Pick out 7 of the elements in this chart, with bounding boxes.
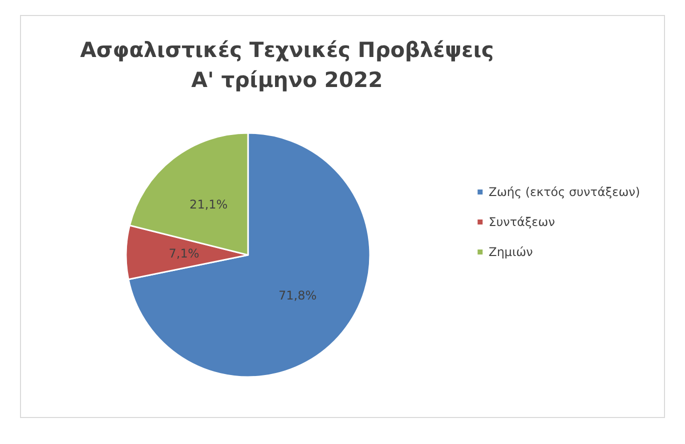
data-label: 71,8% [278,288,317,302]
legend-label: Ζωής (εκτός συντάξεων) [488,185,640,199]
data-label: 21,1% [190,198,228,212]
data-label: 7,1% [168,246,200,261]
legend-label: Συντάξεων [488,215,556,229]
chart-title: Ασφαλιστικές Τεχνικές Προβλέψεις Α' τρίμηνο 2022 [80,38,494,92]
legend-label: Ζημιών [488,245,534,259]
